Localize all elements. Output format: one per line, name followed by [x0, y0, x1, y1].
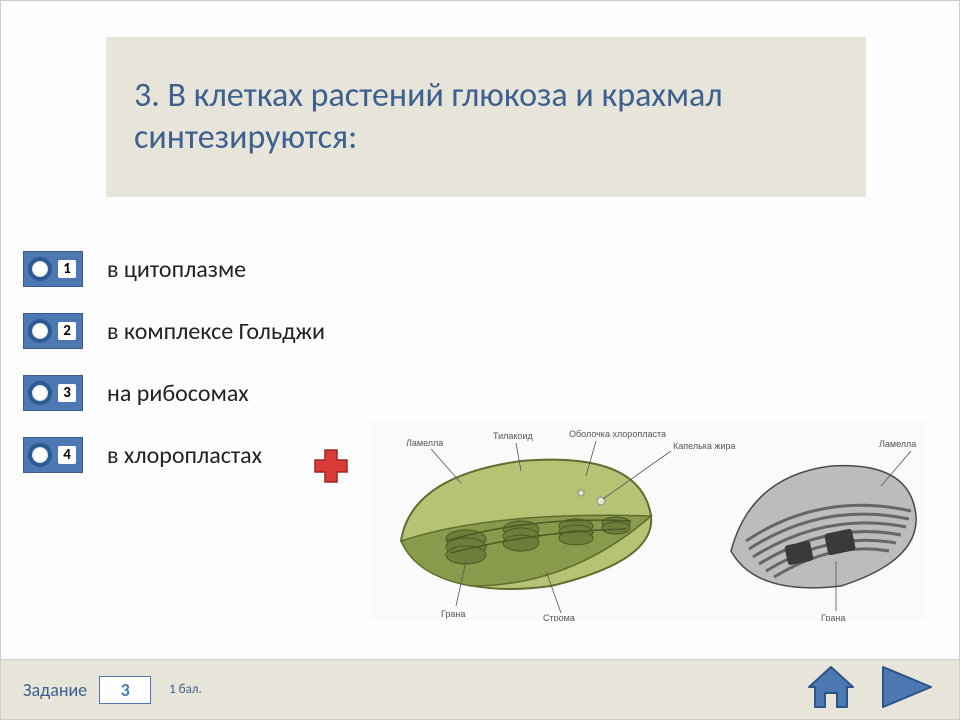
options-list: 1 в цитоплазме 2 в комплексе Гольджи 3 н…: [23, 249, 325, 497]
option-radio-3[interactable]: 3: [23, 375, 83, 411]
correct-marker-icon: [311, 446, 351, 486]
question-title: 3. В клетках растений глюкоза и крахмал …: [134, 75, 838, 160]
chloroplast-diagram: Ламелла Тилакоид Оболочка хлоропласта Ка…: [371, 421, 926, 621]
radio-icon: [28, 319, 52, 343]
diagram-label: Грана: [821, 613, 845, 621]
next-button[interactable]: [877, 661, 937, 713]
diagram-label: Грана: [441, 609, 465, 619]
option-text: в цитоплазме: [107, 255, 246, 284]
radio-icon: [28, 443, 52, 467]
option-radio-4[interactable]: 4: [23, 437, 83, 473]
option-radio-2[interactable]: 2: [23, 313, 83, 349]
option-row: 1 в цитоплазме: [23, 249, 325, 289]
option-text: в комплексе Гольджи: [107, 317, 325, 346]
option-text: в хлоропластах: [107, 441, 262, 470]
diagram-label: Капелька жира: [673, 441, 735, 451]
radio-icon: [28, 381, 52, 405]
diagram-label: Ламелла: [879, 439, 916, 449]
footer-points: 1 бал.: [169, 682, 202, 697]
option-row: 4 в хлоропластах: [23, 435, 325, 475]
diagram-label: Строма: [543, 613, 575, 621]
option-row: 3 на рибосомах: [23, 373, 325, 413]
option-number: 2: [58, 322, 76, 340]
radio-icon: [28, 257, 52, 281]
option-number: 4: [58, 446, 76, 464]
option-text: на рибосомах: [107, 379, 249, 408]
diagram-label: Тилакоид: [493, 431, 533, 441]
home-icon: [803, 663, 859, 711]
diagram-label: Ламелла: [406, 438, 443, 448]
question-title-block: 3. В клетках растений глюкоза и крахмал …: [106, 37, 866, 197]
arrow-right-icon: [877, 661, 937, 713]
option-number: 1: [58, 260, 76, 278]
diagram-label: Оболочка хлоропласта: [569, 429, 666, 439]
option-row: 2 в комплексе Гольджи: [23, 311, 325, 351]
footer-task-number: 3: [99, 676, 151, 704]
footer-task-label: Задание: [23, 679, 87, 701]
option-number: 3: [58, 384, 76, 402]
home-button[interactable]: [803, 663, 859, 711]
option-radio-1[interactable]: 1: [23, 251, 83, 287]
slide: 3. В клетках растений глюкоза и крахмал …: [0, 0, 960, 720]
